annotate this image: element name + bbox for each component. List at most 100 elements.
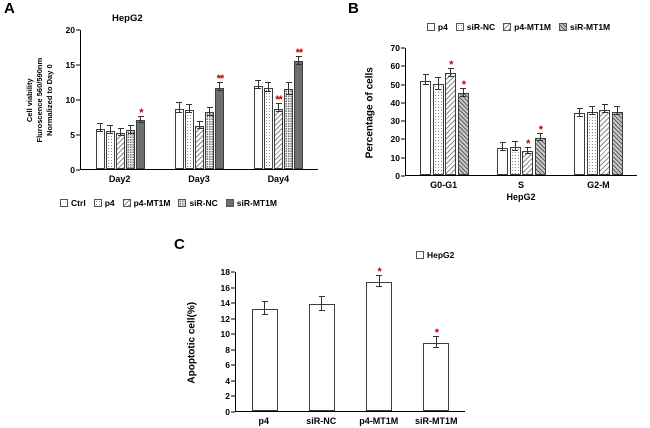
bar-slot: * bbox=[522, 48, 534, 175]
x-axis-labels: Day2 Day3 Day4 bbox=[80, 174, 318, 184]
x-axis-labels: p4 siR-NC p4-MT1M siR-MT1M bbox=[235, 416, 465, 426]
y-tick-mark bbox=[401, 102, 405, 104]
bar-slot bbox=[586, 48, 598, 175]
error-bar bbox=[295, 55, 302, 65]
y-tick-mark bbox=[401, 84, 405, 86]
bar-slot bbox=[95, 30, 105, 169]
panel-c: C Apoptotic cell(%) 0 2 4 6 8 10 12 14 16 18 * * p4 s… bbox=[160, 236, 500, 428]
bar-siR-NC-S bbox=[509, 146, 521, 175]
bar-slot bbox=[105, 30, 115, 169]
error-bar bbox=[512, 141, 519, 151]
significance-marker: * bbox=[449, 58, 453, 71]
bar-p4-MT1M-S bbox=[522, 151, 534, 175]
bar-p4-MT1M-G2-M bbox=[599, 109, 611, 175]
x-axis-title: HepG2 bbox=[506, 192, 536, 202]
chart-b: 0 10 20 30 40 50 60 70 * * * * G0-G1 S G2-M HepG2 bbox=[391, 43, 637, 202]
y-tick-mark bbox=[231, 349, 235, 351]
bar-slot bbox=[308, 272, 335, 411]
x-label-S: S bbox=[517, 180, 524, 190]
bar-slot bbox=[263, 30, 273, 169]
bar-slot bbox=[497, 48, 509, 175]
bar-HepG2-siR-MT1M bbox=[423, 343, 450, 411]
error-bar bbox=[460, 87, 467, 97]
bar-slot bbox=[574, 48, 586, 175]
panel-b: B Percentage of cells 0 10 20 30 40 50 60 70 * * *… bbox=[345, 0, 650, 232]
significance-marker: ** bbox=[295, 46, 304, 59]
bar-group-p4 bbox=[236, 272, 293, 411]
legend-item-p4-MT1M: p4-MT1M bbox=[503, 22, 551, 32]
x-label-Day3: Day3 bbox=[188, 174, 210, 184]
chart-c-y-axis-label: Apoptotic cell(%) bbox=[186, 301, 198, 384]
significance-marker: * bbox=[434, 327, 439, 340]
error-bar bbox=[265, 81, 272, 92]
significance-marker: * bbox=[139, 106, 143, 119]
significance-marker: * bbox=[461, 78, 466, 91]
y-tick-label: 20 bbox=[390, 134, 400, 145]
legend-swatch-p4 bbox=[93, 199, 102, 207]
significance-marker: * bbox=[538, 124, 543, 137]
bar-HepG2-siR-NC bbox=[308, 304, 335, 411]
y-tick-mark bbox=[231, 395, 235, 397]
chart-a-title: HepG2 bbox=[112, 13, 143, 24]
y-tick-label: 70 bbox=[390, 43, 400, 53]
bar-slot bbox=[509, 48, 521, 175]
error-bar bbox=[524, 146, 531, 155]
error-bar bbox=[117, 128, 124, 136]
legend-swatch-siR-NC bbox=[455, 23, 464, 31]
y-tick-mark bbox=[401, 120, 405, 122]
bar-siR-MT1M-Day4 bbox=[294, 61, 304, 169]
bar-p4-MT1M-Day2 bbox=[116, 132, 125, 169]
y-tick-mark bbox=[401, 47, 405, 49]
chart-a: 0 5 10 15 20 * ** ** ** Day2 Day3 Day4 bbox=[66, 25, 318, 184]
panel-label-a: A bbox=[4, 0, 15, 17]
legend-item-HepG2: HepG2 bbox=[416, 250, 454, 260]
error-bar bbox=[216, 82, 223, 92]
bar-siR-NC-Day3 bbox=[205, 112, 215, 169]
bar-slot: * bbox=[534, 48, 546, 175]
x-label-G0-G1: G0-G1 bbox=[430, 180, 458, 190]
error-bar bbox=[255, 80, 262, 90]
panel-label-c: C bbox=[174, 236, 185, 253]
y-tick-label: 20 bbox=[65, 25, 75, 35]
error-bar bbox=[422, 74, 429, 86]
legend-label: siR-NC bbox=[189, 198, 218, 208]
y-tick-label: 14 bbox=[220, 298, 230, 309]
error-bar bbox=[275, 103, 282, 113]
chart-b-legend: p4 siR-NC p4-MT1M siR-MT1M bbox=[395, 22, 650, 32]
legend-swatch-p4-MT1M bbox=[503, 23, 512, 31]
legend-label: p4 bbox=[104, 198, 115, 208]
bar-slot bbox=[253, 30, 263, 169]
bar-p4-MT1M-G0-G1 bbox=[445, 73, 457, 175]
bar-siR-MT1M-S bbox=[534, 137, 546, 175]
bar-siR-MT1M-G0-G1 bbox=[457, 93, 469, 175]
bar-group-p4-MT1M: * bbox=[351, 266, 408, 411]
chart-c: 0 2 4 6 8 10 12 14 16 18 * * p4 siR-NC p4-MT1M siR-MT1M bbox=[221, 266, 465, 426]
bar-slot bbox=[432, 48, 444, 175]
y-tick-mark bbox=[76, 169, 80, 171]
bar-HepG2-p4 bbox=[251, 309, 278, 411]
bar-slot: * bbox=[445, 48, 457, 175]
bar-siR-MT1M-Day3 bbox=[215, 87, 225, 169]
error-bar bbox=[318, 295, 325, 312]
bar-slot bbox=[195, 30, 204, 169]
plot-area: * * bbox=[235, 266, 465, 412]
bar-Ctrl-Day2 bbox=[95, 128, 105, 169]
bar-p4-Day3 bbox=[184, 109, 194, 169]
y-tick-label: 16 bbox=[220, 282, 230, 293]
legend-label: siR-MT1M bbox=[569, 22, 611, 32]
y-tick-mark bbox=[231, 271, 235, 273]
plot-area: * * * * bbox=[405, 48, 637, 176]
legend-label: p4-MT1M bbox=[514, 22, 551, 32]
legend-label: p4 bbox=[437, 22, 448, 32]
bar-slot: * bbox=[423, 272, 450, 411]
legend-item-p4: p4 bbox=[93, 198, 115, 208]
chart-b-y-axis-label: Percentage of cells bbox=[364, 67, 376, 159]
x-label-siR-MT1M: siR-MT1M bbox=[415, 416, 458, 426]
y-tick-label: 40 bbox=[390, 97, 400, 108]
y-tick-label: 8 bbox=[225, 344, 230, 355]
error-bar bbox=[196, 121, 203, 129]
y-tick-mark bbox=[231, 302, 235, 304]
legend-label: Ctrl bbox=[71, 198, 86, 208]
y-tick-mark bbox=[231, 333, 235, 335]
error-bar bbox=[186, 104, 193, 114]
